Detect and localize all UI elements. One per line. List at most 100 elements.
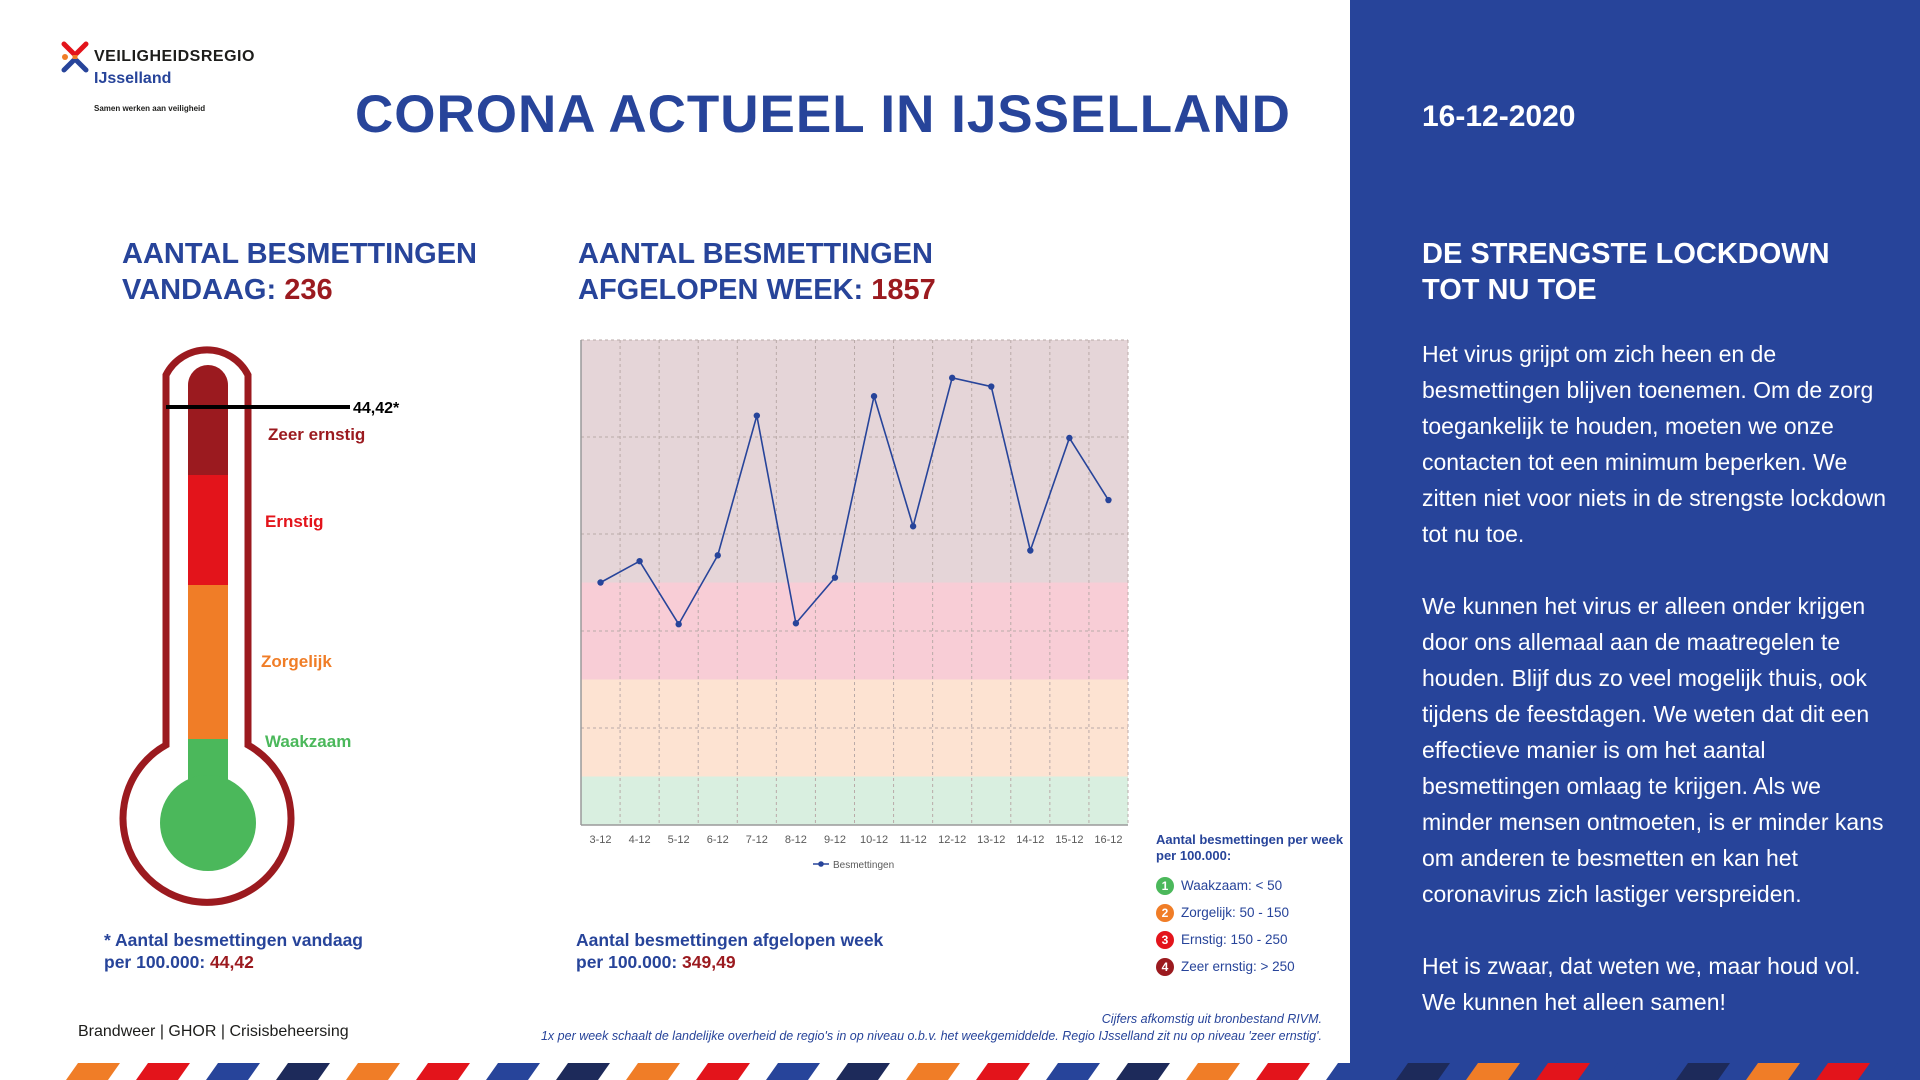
side-title: DE STRENGSTE LOCKDOWN TOT NU TOE [1422, 236, 1830, 308]
chart-series-line [600, 376, 1110, 626]
stripe-segment [1256, 1063, 1310, 1080]
thermometer-level-ernstig [188, 475, 228, 585]
chart-x-tick-label: 12-12 [938, 834, 966, 846]
legend-item: 2 Zorgelijk: 50 - 150 [1156, 899, 1356, 926]
stripe-segment [1746, 1063, 1800, 1080]
week-footnote-line2: per 100.000: 349,49 [576, 951, 883, 973]
side-paragraph: Het is zwaar, dat weten we, maar houd vo… [1422, 953, 1861, 1015]
week-footnote-line1: Aantal besmettingen afgelopen week [576, 930, 884, 950]
page-title: CORONA ACTUEEL IN IJSSELLAND [355, 85, 1291, 144]
legend-item: 3 Ernstig: 150 - 250 [1156, 926, 1356, 953]
stripe-segment [486, 1063, 540, 1080]
chart-x-tick-label: 14-12 [1016, 834, 1044, 846]
week-value: 1857 [871, 274, 936, 306]
thermometer-label-zorgelijk: Zorgelijk [261, 652, 332, 671]
today-footnote: * Aantal besmettingen vandaag per 100.00… [104, 929, 363, 973]
chart-data-point [792, 620, 800, 627]
level-legend: Aantal besmettingen per week per 100.000… [1156, 832, 1356, 980]
side-body: Het virus grijpt om zich heen en de besm… [1422, 336, 1892, 1056]
today-heading: AANTAL BESMETTINGEN VANDAAG: 236 [122, 236, 477, 308]
chart-x-tick-label: 5-12 [668, 834, 690, 846]
stripe-segment [1046, 1063, 1100, 1080]
stripe-segment [1536, 1063, 1590, 1080]
logo-region: IJsselland [94, 70, 172, 87]
side-paragraph: We kunnen het virus er alleen onder krij… [1422, 593, 1884, 907]
chart-x-tick-label: 8-12 [785, 834, 807, 846]
chart-data-point [870, 393, 878, 400]
stripe-segment [696, 1063, 750, 1080]
thermometer-label-ernstig: Ernstig [265, 512, 324, 531]
today-footnote-line2: per 100.000: 44,42 [104, 951, 363, 973]
chart-band [581, 776, 1128, 825]
chart-x-tick-label: 3-12 [590, 834, 612, 846]
chart-x-tick-label: 4-12 [629, 834, 651, 846]
stripe-segment [206, 1063, 260, 1080]
legend-item-label: Waakzaam: < 50 [1181, 878, 1283, 893]
chart-data-point [1027, 547, 1034, 554]
week-footnote-value: 349,49 [682, 952, 736, 972]
chart-data-point [675, 621, 682, 628]
chart-x-tick-label: 6-12 [707, 834, 729, 846]
legend-number-badge: 4 [1156, 957, 1174, 976]
stripe-segment [1676, 1063, 1730, 1080]
source-line2: 1x per week schaalt de landelijke overhe… [540, 1029, 1322, 1043]
stripe-segment [66, 1063, 120, 1080]
legend-number-badge: 1 [1156, 876, 1174, 895]
chart-data-point [831, 574, 839, 581]
stripe-segment [276, 1063, 330, 1080]
week-heading-line2: AFGELOPEN WEEK: 1857 [578, 272, 936, 308]
chart-data-point [988, 383, 995, 390]
legend-number-badge: 2 [1156, 903, 1174, 922]
info-side-panel: 16-12-2020 DE STRENGSTE LOCKDOWN TOT NU … [1350, 0, 1920, 1080]
legend-item-label: Zorgelijk: 50 - 150 [1181, 905, 1290, 920]
week-footnote-label: per 100.000: [576, 952, 683, 972]
thermometer-outline [119, 346, 295, 906]
legend-item: 1 Waakzaam: < 50 [1156, 872, 1356, 899]
chart-x-tick-label: 11-12 [899, 834, 926, 846]
today-heading-label: VANDAAG: [122, 274, 285, 306]
legend-item-label: Ernstig: 150 - 250 [1181, 932, 1288, 947]
source-line1: Cijfers afkomstig uit bronbestand RIVM. [1101, 1012, 1322, 1026]
chart-legend-label: Besmettingen [833, 860, 894, 871]
week-heading: AANTAL BESMETTINGEN AFGELOPEN WEEK: 1857 [578, 236, 936, 308]
stripe-segment [1606, 1063, 1660, 1080]
today-value: 236 [284, 274, 333, 306]
chart-x-tick-label: 10-12 [860, 834, 888, 846]
logo-mark-icon [61, 41, 89, 73]
stripe-segment [906, 1063, 960, 1080]
stripe-segment [976, 1063, 1030, 1080]
chart-x-tick-label: 7-12 [746, 834, 768, 846]
side-paragraph: Het virus grijpt om zich heen en de besm… [1422, 341, 1887, 547]
today-footnote-value: 44,42 [210, 952, 254, 972]
weekly-infections-chart: 3-12 4-12 5-12 6-12 7-12 8-12 9-12 10-12 11-12 12… [580, 339, 1129, 871]
stripe-segment [836, 1063, 890, 1080]
legend-item-label: Zeer ernstig: > 250 [1181, 959, 1295, 974]
week-footnote: Aantal besmettingen afgelopen week per 1… [576, 929, 883, 973]
chart-data-point [597, 579, 604, 586]
chart-data-point [948, 374, 956, 382]
week-heading-line1: AANTAL BESMETTINGEN [578, 238, 933, 270]
legend-title: Aantal besmettingen per week per 100.000… [1156, 832, 1344, 863]
chart-data-point [909, 523, 917, 530]
chart-data-point [636, 557, 643, 565]
infographic-left-panel: VEILIGHEIDSREGIO IJsselland Samen werken… [61, 41, 1344, 1043]
side-title-line1: DE STRENGSTE LOCKDOWN [1422, 238, 1830, 270]
legend-number-badge: 3 [1156, 930, 1174, 949]
stripe-segment [1816, 1063, 1870, 1080]
chart-data-point [1066, 434, 1073, 442]
stripe-segment [1326, 1063, 1380, 1080]
thermometer-bulb [160, 775, 256, 871]
side-title-line2: TOT NU TOE [1422, 274, 1597, 306]
today-heading-line1: AANTAL BESMETTINGEN [122, 238, 477, 270]
today-footnote-line1: * Aantal besmettingen vandaag [104, 930, 363, 950]
chart-x-tick-label: 9-12 [824, 834, 846, 846]
decorative-stripe-border [66, 1063, 1920, 1080]
report-date: 16-12-2020 [1422, 100, 1576, 133]
stripe-segment [1396, 1063, 1450, 1080]
legend-item: 4 Zeer ernstig: > 250 [1156, 953, 1356, 980]
stripe-segment [1186, 1063, 1240, 1080]
chart-data-point [1105, 496, 1112, 504]
thermometer-label-zeer-ernstig: Zeer ernstig [268, 425, 365, 444]
chart-x-tick-label: 15-12 [1055, 834, 1083, 846]
partners-text: Brandweer | GHOR | Crisisbeheersing [78, 1023, 349, 1040]
